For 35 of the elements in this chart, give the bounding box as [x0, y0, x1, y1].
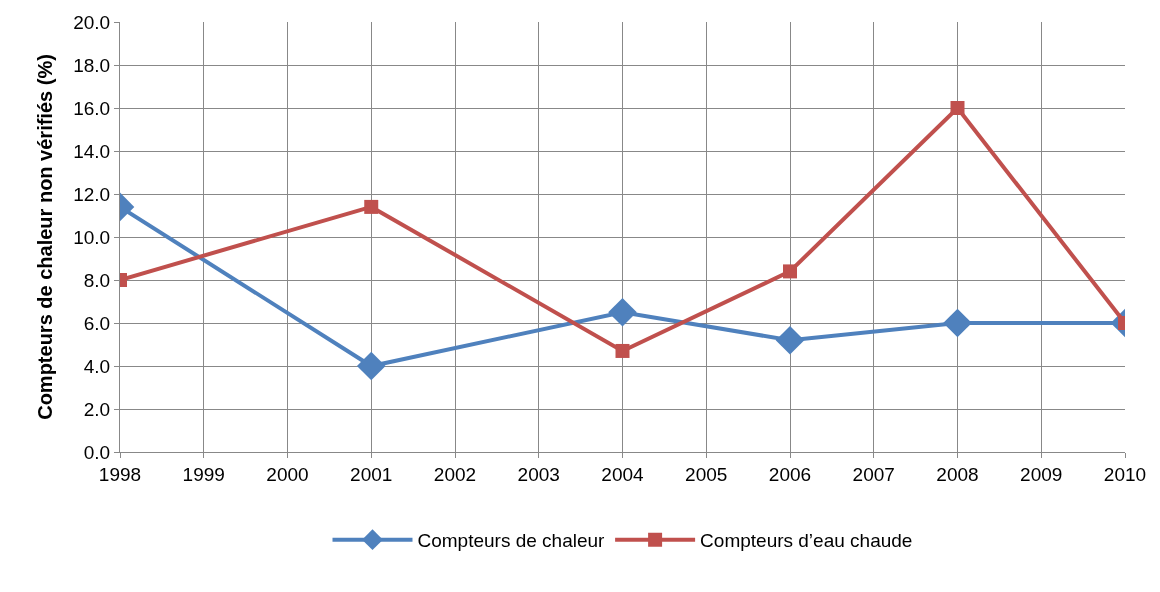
- point: [364, 199, 379, 214]
- point: [943, 308, 972, 338]
- y-tick-label: 2.0: [83, 398, 111, 420]
- y-tick-label: 12.0: [73, 183, 111, 205]
- x-tick-label: 1999: [182, 463, 225, 485]
- x-tick-label: 2000: [266, 463, 309, 485]
- y-tick-label: 4.0: [83, 355, 111, 377]
- point: [775, 325, 805, 355]
- legend-label: Compteurs de chaleur: [417, 530, 606, 552]
- y-tick-label: 0.0: [83, 441, 111, 463]
- y-tick-label: 16.0: [73, 97, 111, 119]
- point: [356, 351, 386, 381]
- x-tick-label: 2004: [601, 463, 645, 485]
- y-tick-label: 10.0: [73, 226, 111, 248]
- point: [950, 101, 965, 115]
- y-tick-label: 6.0: [83, 312, 111, 334]
- x-tick-label: 2009: [1020, 463, 1063, 485]
- x-tick-label: 2006: [768, 463, 812, 485]
- y-tick-label: 8.0: [83, 269, 111, 291]
- y-tick-label: 18.0: [73, 54, 111, 76]
- x-tick-label: 2003: [517, 463, 560, 485]
- legend-label: Compteurs d’eau chaude: [700, 530, 913, 552]
- x-tick-label: 1998: [98, 463, 142, 485]
- y-tick-label: 14.0: [73, 140, 111, 162]
- y-axis-title: Compteurs de chaleur non vérifiés (%): [33, 54, 56, 420]
- x-tick-label: 2007: [852, 463, 895, 485]
- x-tick-label: 2010: [1103, 463, 1147, 485]
- point: [608, 297, 637, 327]
- x-tick-label: 2002: [433, 463, 477, 485]
- x-tick-label: 2001: [350, 463, 393, 485]
- y-tick-label: 20.0: [73, 11, 111, 33]
- x-tick-label: 2008: [936, 463, 979, 485]
- point: [615, 343, 630, 358]
- point: [783, 264, 797, 279]
- x-tick-label: 2005: [685, 463, 728, 485]
